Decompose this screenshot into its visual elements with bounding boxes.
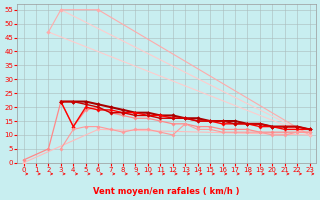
X-axis label: Vent moyen/en rafales ( km/h ): Vent moyen/en rafales ( km/h ) (93, 187, 240, 196)
